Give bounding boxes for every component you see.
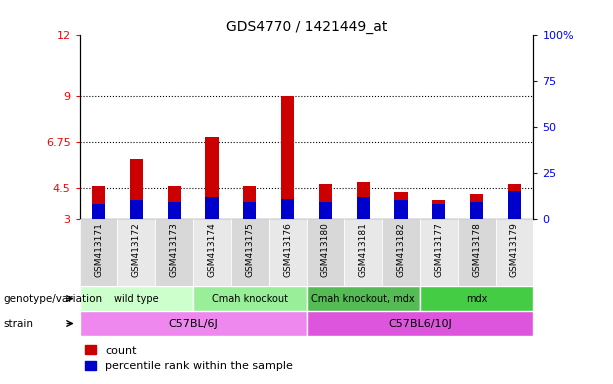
Bar [130, 159, 143, 219]
Text: GSM413171: GSM413171 [94, 222, 103, 277]
Text: C57BL/6J: C57BL/6J [168, 318, 218, 329]
Text: GSM413179: GSM413179 [510, 222, 519, 277]
Bar [382, 219, 420, 286]
Bar [420, 219, 458, 286]
Bar [345, 219, 382, 286]
Text: Cmah knockout, mdx: Cmah knockout, mdx [311, 293, 415, 304]
Bar [319, 184, 332, 219]
Text: GSM413181: GSM413181 [359, 222, 368, 277]
Bar [205, 137, 219, 219]
Bar [92, 204, 105, 219]
Bar [118, 219, 155, 286]
Bar [92, 186, 105, 219]
Legend: count, percentile rank within the sample: count, percentile rank within the sample [85, 345, 293, 371]
Text: C57BL6/10J: C57BL6/10J [388, 318, 452, 329]
Bar [306, 286, 420, 311]
Bar [281, 199, 294, 219]
Bar [306, 219, 345, 286]
Text: strain: strain [3, 318, 33, 329]
Text: GSM413172: GSM413172 [132, 222, 141, 277]
Bar [508, 191, 521, 219]
Text: GSM413173: GSM413173 [170, 222, 179, 277]
Bar [357, 197, 370, 219]
Bar [193, 219, 231, 286]
Bar [508, 184, 521, 219]
Text: mdx: mdx [466, 293, 487, 304]
Bar [470, 194, 483, 219]
Bar [432, 200, 446, 219]
Bar [470, 202, 483, 219]
Bar [167, 202, 181, 219]
Bar [394, 192, 408, 219]
Bar [394, 200, 408, 219]
Text: GSM413176: GSM413176 [283, 222, 292, 277]
Bar [130, 200, 143, 219]
Bar [80, 286, 193, 311]
Bar [243, 202, 256, 219]
Text: Cmah knockout: Cmah knockout [212, 293, 287, 304]
Bar [458, 219, 495, 286]
Bar [193, 286, 306, 311]
Bar [432, 204, 446, 219]
Text: GSM413174: GSM413174 [207, 222, 216, 277]
Bar [306, 311, 533, 336]
Bar [167, 186, 181, 219]
Bar [205, 197, 219, 219]
Text: GSM413182: GSM413182 [397, 222, 406, 277]
Bar [281, 96, 294, 219]
Bar [231, 219, 268, 286]
Bar [155, 219, 193, 286]
Bar [420, 286, 533, 311]
Title: GDS4770 / 1421449_at: GDS4770 / 1421449_at [226, 20, 387, 33]
Bar [357, 182, 370, 219]
Text: genotype/variation: genotype/variation [3, 293, 102, 304]
Text: wild type: wild type [114, 293, 159, 304]
Bar [243, 186, 256, 219]
Bar [268, 219, 306, 286]
Text: GSM413178: GSM413178 [472, 222, 481, 277]
Bar [80, 311, 306, 336]
Text: GSM413180: GSM413180 [321, 222, 330, 277]
Bar [495, 219, 533, 286]
Bar [319, 202, 332, 219]
Text: GSM413177: GSM413177 [434, 222, 443, 277]
Bar [80, 219, 118, 286]
Text: GSM413175: GSM413175 [245, 222, 254, 277]
